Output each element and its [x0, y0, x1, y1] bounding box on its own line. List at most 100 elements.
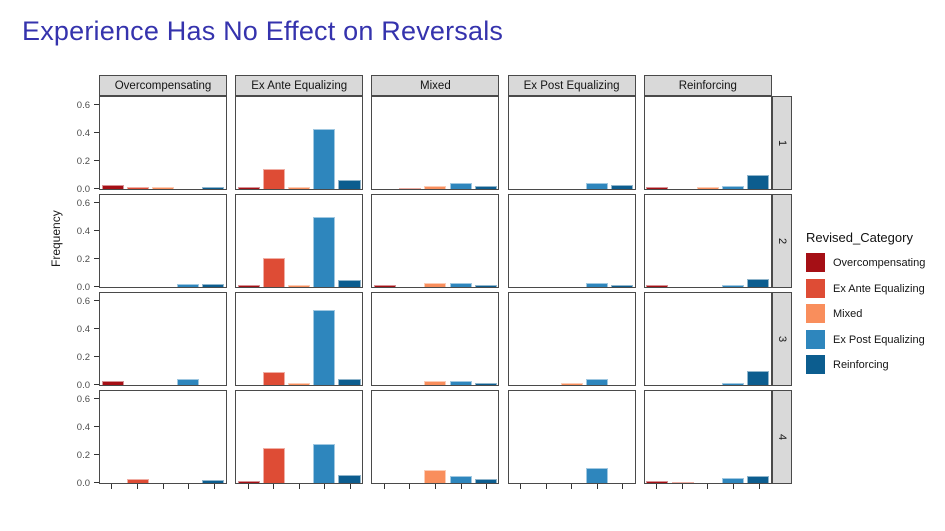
- bar-reinforcing: [202, 284, 225, 287]
- x-tick-mark: [622, 484, 624, 489]
- y-tick-mark: [94, 398, 99, 399]
- facet-panel-r3-c4: [507, 292, 636, 386]
- y-axis-title: Frequency: [49, 210, 63, 267]
- bar-ex-post-equalizing: [585, 378, 608, 385]
- x-tick-mark: [213, 484, 215, 489]
- y-tick-label: 0.4: [76, 323, 90, 335]
- facet-panel-r4-c4: [507, 390, 636, 484]
- bar-ex-ante-equalizing: [262, 257, 286, 287]
- facet-row-strip-1: 1: [772, 96, 792, 190]
- x-tick-mark: [136, 484, 138, 489]
- y-tick-label: 0.0: [76, 477, 90, 489]
- y-tick-mark: [94, 356, 99, 357]
- facet-column-strip-1: Overcompensating: [99, 75, 227, 96]
- y-tick-label: 0.6: [76, 99, 90, 111]
- bar-reinforcing: [747, 175, 770, 189]
- bar-ex-ante-equalizing: [262, 372, 286, 385]
- legend: Revised_Category Overcompensating Ex Ante…: [806, 230, 925, 374]
- bar-reinforcing: [202, 480, 225, 483]
- bar-ex-ante-equalizing: [262, 169, 286, 189]
- x-tick-mark: [545, 484, 547, 489]
- x-tick-mark: [486, 484, 488, 489]
- legend-swatch: [806, 253, 825, 272]
- bar-mixed: [424, 470, 447, 483]
- x-tick-mark: [460, 484, 462, 489]
- facet-row-strip-label: 4: [776, 433, 788, 441]
- bar-reinforcing: [338, 378, 361, 385]
- legend-item-label: Mixed: [833, 308, 863, 320]
- y-tick-label: 0.0: [76, 379, 90, 391]
- y-tick-label: 0.6: [76, 393, 90, 405]
- facet-row-strip-label: 1: [776, 139, 788, 147]
- bar-mixed: [560, 383, 583, 385]
- bar-overcompensating: [373, 285, 397, 287]
- facet-panel-r2-c4: [507, 194, 636, 288]
- facet-column-strip-2: Ex Ante Equalizing: [235, 75, 364, 96]
- bar-reinforcing: [202, 186, 225, 189]
- x-tick-mark: [383, 484, 385, 489]
- bar-ex-post-equalizing: [313, 128, 336, 189]
- x-tick-mark: [732, 484, 734, 489]
- bar-reinforcing: [338, 179, 361, 189]
- facet-panel-r1-c5: [643, 96, 772, 190]
- x-tick-mark: [681, 484, 683, 489]
- bar-reinforcing: [747, 476, 770, 483]
- bar-ex-post-equalizing: [721, 382, 745, 385]
- bar-mixed: [288, 284, 311, 287]
- bar-reinforcing: [474, 285, 497, 287]
- y-tick-label: 0.2: [76, 155, 90, 167]
- y-tick-label: 0.4: [76, 225, 90, 237]
- bar-overcompensating: [237, 481, 260, 483]
- bar-mixed: [288, 382, 311, 385]
- x-tick-mark: [707, 484, 709, 489]
- facet-row-strip-label: 3: [776, 335, 788, 343]
- bar-overcompensating: [646, 481, 669, 483]
- facet-panel-r1-c3: [371, 96, 500, 190]
- bar-overcompensating: [101, 381, 124, 385]
- bar-ex-post-equalizing: [721, 285, 745, 287]
- facet-panel-r1-c1: [99, 96, 227, 190]
- bar-ex-post-equalizing: [177, 284, 200, 287]
- legend-item-label: Reinforcing: [833, 359, 889, 371]
- y-tick-mark: [94, 384, 99, 385]
- y-tick-label: 0.6: [76, 295, 90, 307]
- facet-panel-r1-c2: [235, 96, 364, 190]
- bar-ex-ante-equalizing: [262, 448, 286, 483]
- bar-mixed: [424, 185, 447, 189]
- facet-panel-r1-c4: [507, 96, 636, 190]
- bar-overcompensating: [646, 285, 669, 287]
- legend-swatch: [806, 329, 825, 349]
- x-tick-mark: [162, 484, 164, 489]
- bar-reinforcing: [474, 478, 497, 483]
- legend-title: Revised_Category: [806, 230, 913, 245]
- x-tick-mark: [247, 484, 249, 489]
- bar-ex-post-equalizing: [585, 467, 608, 483]
- bar-ex-post-equalizing: [449, 476, 472, 483]
- bar-ex-post-equalizing: [313, 310, 336, 385]
- legend-swatch: [806, 278, 825, 298]
- bar-ex-post-equalizing: [177, 379, 200, 385]
- facet-panel-r3-c3: [371, 292, 500, 386]
- bar-ex-post-equalizing: [449, 380, 472, 385]
- facet-panel-r4-c1: [99, 390, 227, 484]
- y-tick-mark: [94, 132, 99, 133]
- facet-panel-r3-c1: [99, 292, 227, 386]
- x-tick-mark: [409, 484, 411, 489]
- bar-overcompensating: [237, 187, 260, 189]
- bar-ex-post-equalizing: [585, 183, 608, 189]
- bar-reinforcing: [610, 184, 634, 189]
- x-tick-mark: [298, 484, 300, 489]
- y-tick-label: 0.2: [76, 449, 90, 461]
- facet-panel-r2-c1: [99, 194, 227, 288]
- bar-reinforcing: [747, 279, 770, 287]
- bar-reinforcing: [610, 285, 634, 287]
- x-tick-mark: [188, 484, 190, 489]
- facet-panel-r4-c3: [371, 390, 500, 484]
- y-tick-label: 0.2: [76, 253, 90, 265]
- bar-reinforcing: [474, 383, 497, 385]
- legend-swatch: [806, 355, 825, 374]
- bar-overcompensating: [101, 184, 124, 189]
- x-tick-mark: [349, 484, 351, 489]
- y-tick-mark: [94, 258, 99, 259]
